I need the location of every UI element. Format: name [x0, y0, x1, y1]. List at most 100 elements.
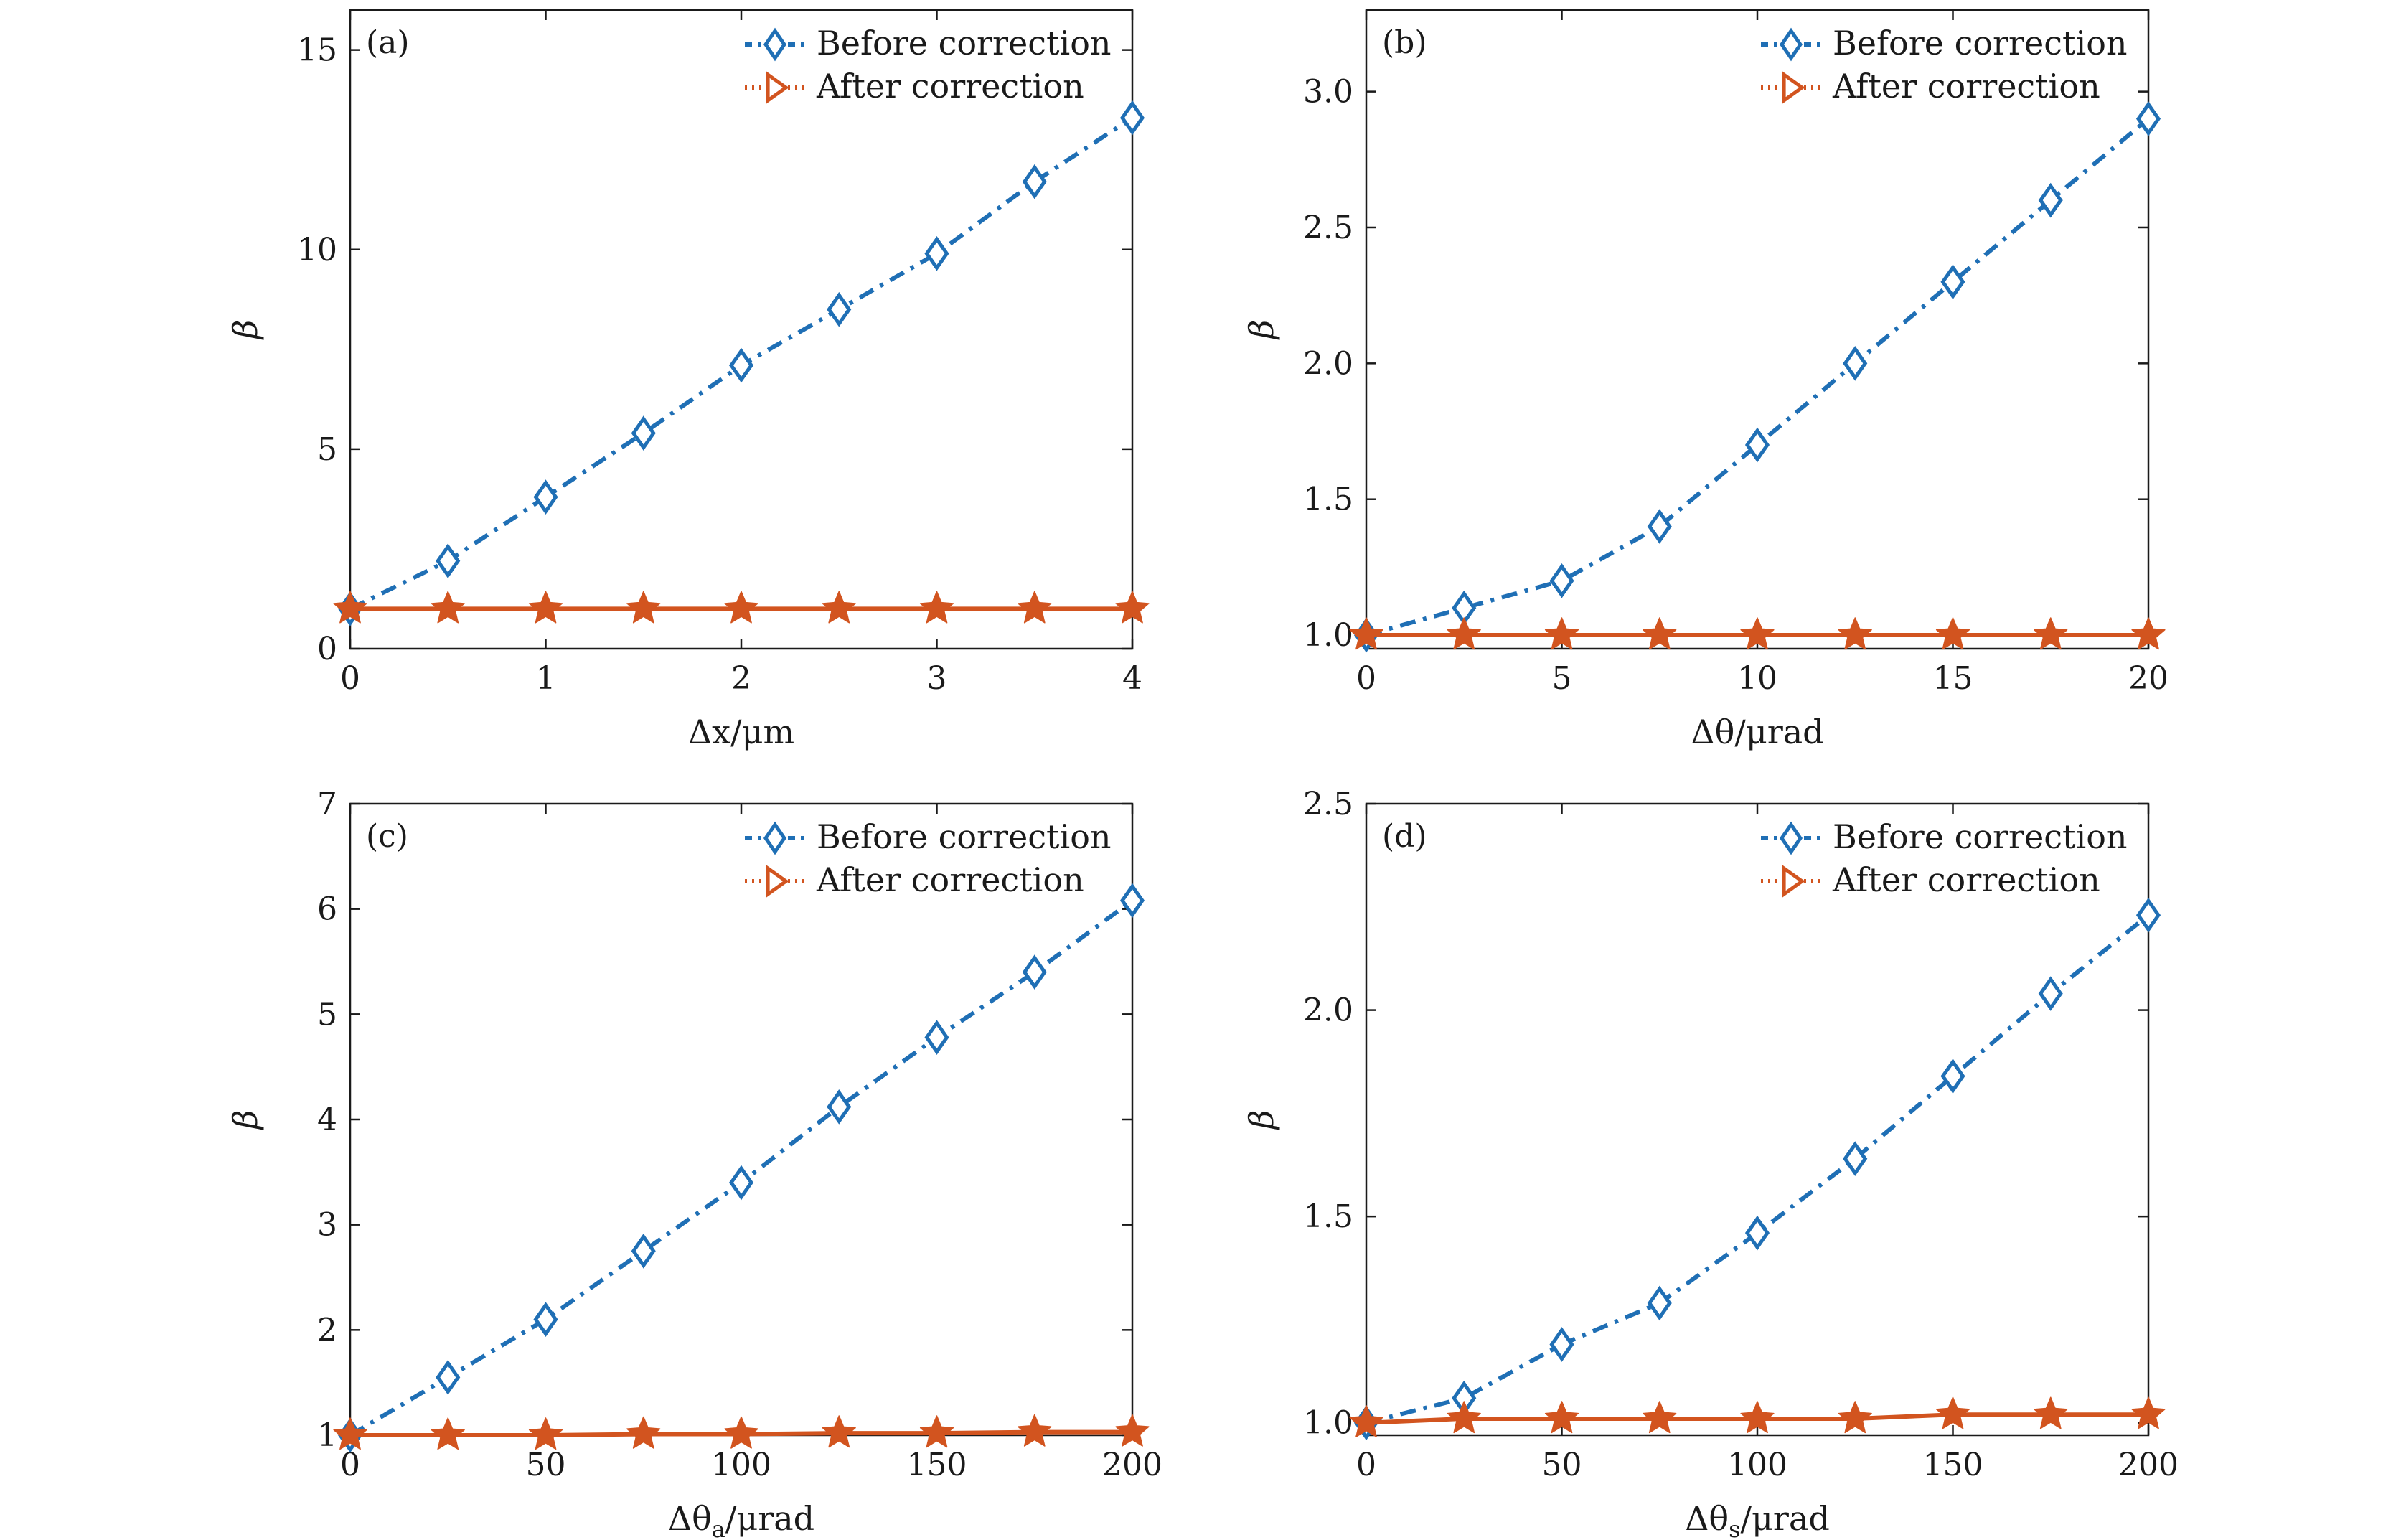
before-correction-line	[1366, 913, 2150, 1425]
before-correction-point	[1119, 100, 1145, 136]
before-correction-point	[1940, 1058, 1965, 1094]
x-tick-label: 0	[1356, 1447, 1376, 1483]
before-correction-point	[1843, 345, 1868, 381]
legend-after-swatch-marker	[766, 865, 789, 898]
legend-before-swatch-marker	[763, 821, 787, 855]
legend-after-swatch-marker	[766, 71, 789, 104]
x-axis-label: Δθ/μrad	[1691, 713, 1823, 751]
legend-before-label: Before correction	[1833, 24, 2128, 62]
before-correction-point	[533, 479, 558, 515]
y-axis-label: β	[1242, 320, 1281, 341]
before-correction-point	[1940, 264, 1965, 300]
legend-before-swatch-marker	[763, 27, 787, 62]
y-axis-label: β	[1242, 1110, 1281, 1131]
before-correction-point	[1647, 1285, 1672, 1321]
chart-panel-a: 0 1 2 3 4 0 5 10 15 Δx/μm β (a) Before correction Aft…	[226, 9, 1150, 751]
y-tick-label: 2.5	[1303, 786, 1353, 822]
legend-after-label: After correction	[1832, 67, 2100, 105]
chart-panel-d: 0 50 100 150 200 1.0 1.5 2.0 2.5 Δθs/μrad β (d) Befo…	[1242, 786, 2179, 1540]
plot-area	[1349, 101, 2166, 653]
y-tick-label: 6	[317, 891, 337, 928]
x-tick-label: 10	[1737, 660, 1777, 697]
legend-after-swatch-marker	[1782, 71, 1805, 104]
y-tick-label: 2.0	[1303, 992, 1353, 1029]
x-tick-label: 0	[340, 660, 360, 697]
before-correction-point	[1549, 1327, 1574, 1362]
before-correction-point	[924, 235, 949, 271]
after-correction-point	[333, 1417, 367, 1450]
after-correction-point	[2034, 617, 2068, 650]
before-correction-point	[2135, 101, 2161, 136]
before-correction-point	[827, 291, 852, 327]
y-tick-label: 2.5	[1303, 210, 1353, 246]
y-tick-label: 1.5	[1303, 1198, 1353, 1235]
plot-area	[333, 100, 1150, 626]
x-tick-label: 0	[1356, 660, 1376, 697]
after-correction-point	[1740, 1401, 1775, 1434]
x-tick-label: 50	[526, 1447, 566, 1483]
y-tick-label: 0	[317, 631, 337, 667]
x-tick-label: 4	[1122, 660, 1142, 697]
plot-frame	[349, 9, 1134, 650]
after-correction-point	[2131, 1396, 2166, 1429]
before-correction-point	[1744, 1215, 1770, 1251]
chart-panel-b: 0 5 10 15 20 1.0 1.5 2.0 2.5 3.0 Δθ/μrad β (b) Before…	[1242, 9, 2169, 751]
y-tick-label: 1.0	[1303, 1405, 1353, 1442]
y-tick-label: 10	[297, 232, 337, 268]
y-tick-label: 1	[317, 1417, 337, 1454]
after-correction-point	[1935, 617, 1970, 650]
after-correction-point	[724, 591, 758, 624]
y-axis-label: β	[226, 1110, 265, 1131]
legend-after-swatch-marker	[1782, 865, 1805, 898]
after-correction-point	[2034, 1396, 2068, 1429]
x-tick-label: 20	[2128, 660, 2169, 697]
legend: Before correction After correction	[1761, 817, 2128, 899]
y-tick-label: 2	[317, 1312, 337, 1348]
legend-before-label: Before correction	[1833, 817, 2128, 856]
y-tick-label: 7	[317, 786, 337, 822]
before-correction-point	[1022, 164, 1047, 199]
before-correction-point	[1843, 1141, 1868, 1176]
before-correction-point	[436, 1359, 461, 1395]
after-correction-point	[822, 591, 856, 624]
x-axis-label: Δθa/μrad	[668, 1499, 814, 1540]
after-correction-point	[822, 1415, 856, 1448]
y-tick-label: 3.0	[1303, 74, 1353, 111]
before-correction-point	[1119, 883, 1145, 919]
plot-frame	[1365, 9, 2150, 650]
y-tick-label: 5	[317, 431, 337, 468]
before-correction-line	[1366, 117, 2150, 637]
after-correction-point	[1018, 591, 1052, 624]
after-correction-point	[1115, 1414, 1150, 1447]
before-correction-point	[728, 347, 754, 383]
x-tick-label: 200	[1102, 1447, 1162, 1483]
after-correction-point	[724, 1416, 758, 1449]
legend: Before correction After correction	[745, 24, 1112, 105]
legend-before-label: Before correction	[817, 24, 1112, 62]
legend-after-label: After correction	[1832, 860, 2100, 899]
before-correction-point	[1022, 954, 1047, 990]
legend-before-swatch-marker	[1779, 821, 1803, 855]
y-tick-label: 3	[317, 1207, 337, 1244]
y-tick-label: 1.0	[1303, 617, 1353, 654]
after-correction-point	[1838, 1401, 1872, 1434]
after-correction-point	[431, 591, 465, 624]
before-correction-point	[631, 415, 656, 451]
chart-panel-c: 0 50 100 150 200 1 2 3 4 5 6 7 Δθa/μrad β (c) Before co…	[226, 786, 1162, 1540]
panel-label: (a)	[366, 24, 410, 61]
x-tick-label: 5	[1552, 660, 1572, 697]
before-correction-point	[728, 1165, 754, 1201]
after-correction-point	[1018, 1414, 1052, 1447]
after-correction-point	[1115, 591, 1150, 624]
x-tick-label: 15	[1933, 660, 1973, 697]
after-correction-point	[1447, 617, 1481, 650]
before-correction-point	[1647, 509, 1672, 544]
y-tick-label: 2.0	[1303, 345, 1353, 382]
legend-after-label: After correction	[816, 67, 1084, 105]
after-correction-point	[528, 591, 563, 624]
plot-area	[1349, 897, 2166, 1441]
after-correction-point	[626, 1416, 661, 1449]
after-correction-point	[1544, 617, 1579, 650]
after-correction-point	[1643, 617, 1677, 650]
after-correction-point	[431, 1417, 465, 1450]
